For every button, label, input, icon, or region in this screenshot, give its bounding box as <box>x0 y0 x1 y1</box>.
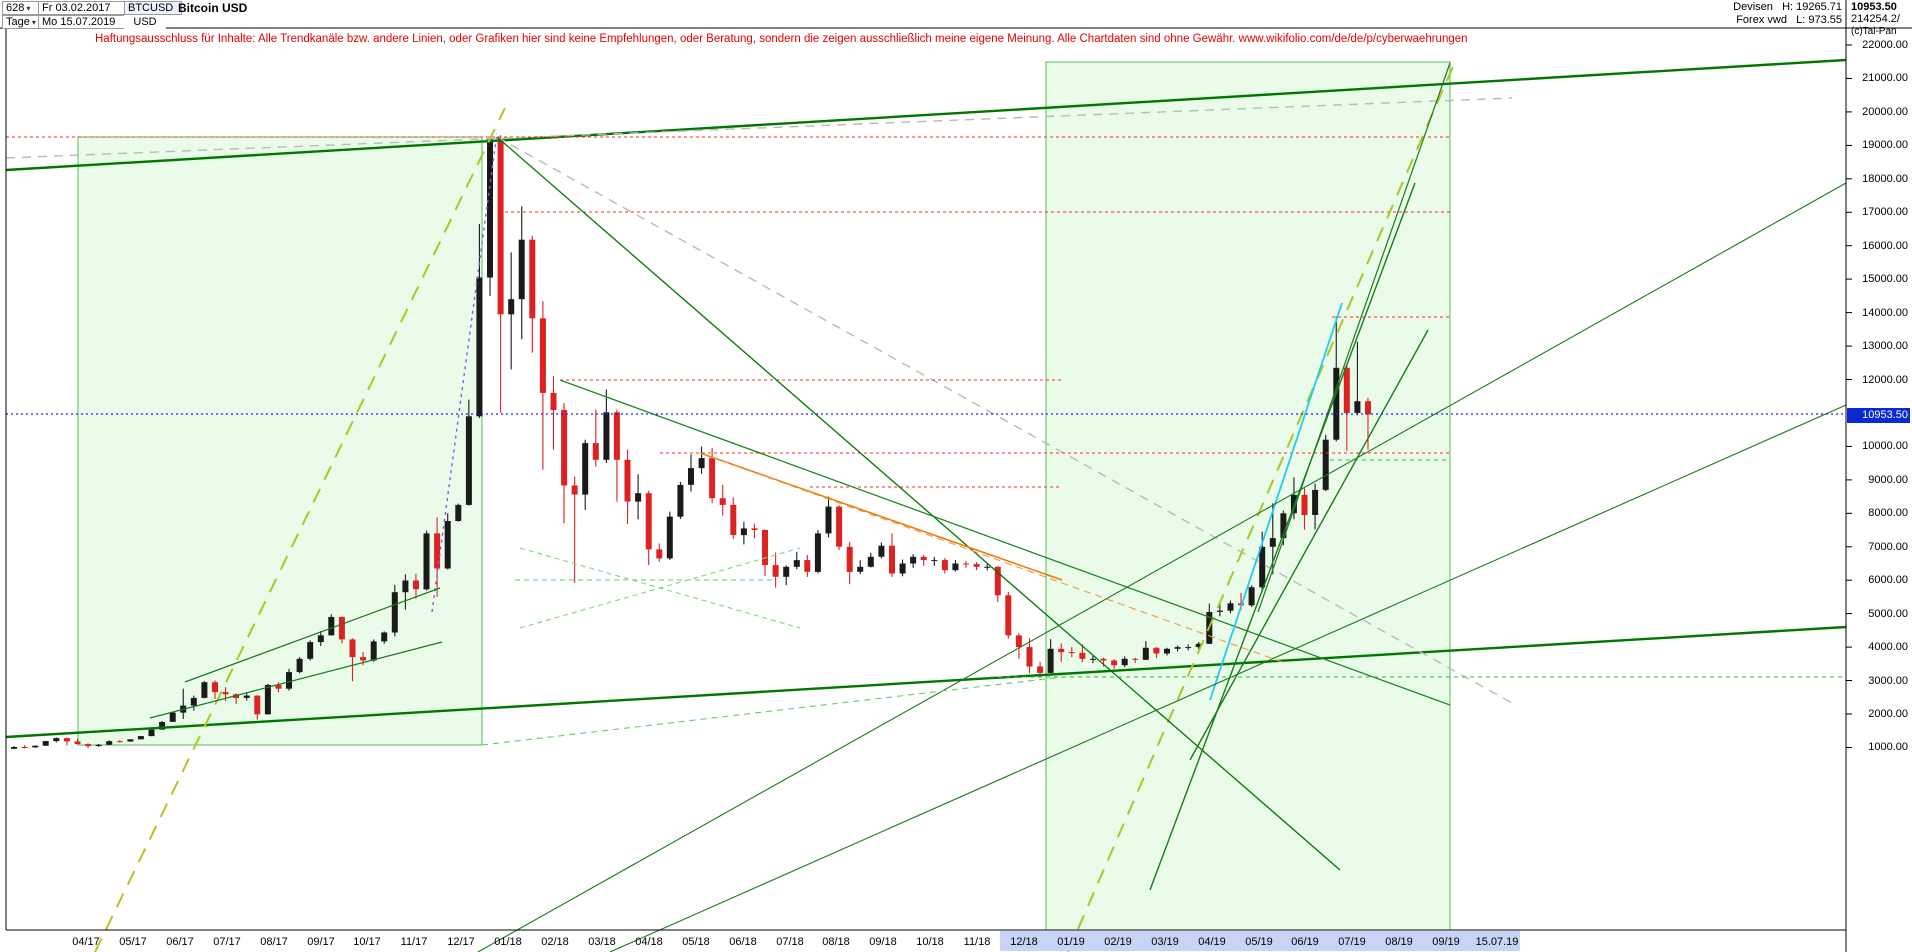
x-axis-label: 01/18 <box>494 936 522 948</box>
last-date-label: 15.07.19 <box>1475 936 1519 948</box>
price-axis-label: 12000.00 <box>1862 374 1908 386</box>
x-axis-label: 03/18 <box>588 936 616 948</box>
x-axis-label: 08/19 <box>1385 936 1413 948</box>
x-axis-label: 06/17 <box>166 936 194 948</box>
x-axis-label: 06/19 <box>1291 936 1319 948</box>
price-axis-label: 15000.00 <box>1862 273 1908 285</box>
disclaimer-text: Haftungsausschluss für Inhalte: Alle Tre… <box>95 33 1468 45</box>
source-label: Forex vwd <box>1736 14 1787 26</box>
dropdown-arrow-icon: ▾ <box>26 4 31 13</box>
high-value: H: 19265.71 <box>1782 1 1842 13</box>
start-date-value: Fr 03.02.2017 <box>42 2 111 14</box>
x-axis-label: 05/19 <box>1245 936 1273 948</box>
low-value: L: 973.55 <box>1796 14 1842 26</box>
x-axis-label: 06/18 <box>729 936 757 948</box>
last-price-value: 10953.50 <box>1851 1 1897 13</box>
price-axis-label: 2000.00 <box>1868 708 1908 720</box>
copyright-label: (c)Tai-Pan <box>1851 26 1897 37</box>
price-axis-label: 10000.00 <box>1862 440 1908 452</box>
x-axis-label: 01/19 <box>1057 936 1085 948</box>
bars-count-value: 628 <box>6 2 25 14</box>
bars-count-select[interactable]: 628 ▾ <box>2 1 40 15</box>
price-axis-label: 22000.00 <box>1862 39 1908 51</box>
x-axis-label: 04/18 <box>635 936 663 948</box>
x-axis-label: 10/17 <box>353 936 381 948</box>
price-axis-label: 13000.00 <box>1862 340 1908 352</box>
x-axis-label: 08/18 <box>822 936 850 948</box>
x-axis-label: 10/18 <box>916 936 944 948</box>
x-axis-label: 02/19 <box>1104 936 1132 948</box>
x-axis-label: 11/17 <box>400 936 428 948</box>
x-axis-highlight <box>1000 931 1520 951</box>
market-label: Devisen <box>1733 1 1773 13</box>
currency-field: USD <box>124 15 166 29</box>
x-axis-label: 09/18 <box>869 936 897 948</box>
x-axis-label: 07/17 <box>213 936 241 948</box>
end-date-value: Mo 15.07.2019 <box>42 16 116 28</box>
x-axis-label: 07/19 <box>1338 936 1366 948</box>
price-axis-label: 21000.00 <box>1862 72 1908 84</box>
price-axis-label: 14000.00 <box>1862 307 1908 319</box>
price-axis-label: 16000.00 <box>1862 240 1908 252</box>
period-value: Tage <box>6 16 30 28</box>
x-axis-label: 09/17 <box>307 936 335 948</box>
x-axis-label: 04/19 <box>1198 936 1226 948</box>
price-axis-label: 20000.00 <box>1862 106 1908 118</box>
price-axis-label: 9000.00 <box>1868 474 1908 486</box>
end-date-field[interactable]: Mo 15.07.2019 <box>38 15 130 29</box>
market-high-row: Devisen H: 19265.71 <box>1733 1 1842 13</box>
dropdown-arrow-icon: ▾ <box>31 18 36 27</box>
price-axis-label: 5000.00 <box>1868 608 1908 620</box>
x-axis-label: 12/17 <box>447 936 475 948</box>
volume-value: 214254.2/ <box>1851 13 1900 25</box>
price-axis-label: 4000.00 <box>1868 641 1908 653</box>
price-axis-label: 17000.00 <box>1862 206 1908 218</box>
start-date-field[interactable]: Fr 03.02.2017 <box>38 1 126 15</box>
price-axis-label: 3000.00 <box>1868 675 1908 687</box>
x-axis-label: 04/17 <box>72 936 100 948</box>
x-axis-label: 02/18 <box>541 936 569 948</box>
instrument-name: Bitcoin USD <box>178 1 248 15</box>
x-axis-label: 11/18 <box>963 936 991 948</box>
x-axis-label: 09/19 <box>1432 936 1460 948</box>
x-axis-label: 03/19 <box>1151 936 1179 948</box>
x-axis-label: 07/18 <box>776 936 804 948</box>
x-axis-label: 05/18 <box>682 936 710 948</box>
price-axis-label: 1000.00 <box>1868 741 1908 753</box>
x-axis-label: 12/18 <box>1010 936 1038 948</box>
x-axis-label: 05/17 <box>119 936 147 948</box>
currency-value: USD <box>133 16 157 28</box>
price-axis-label: 8000.00 <box>1868 507 1908 519</box>
price-axis-label: 7000.00 <box>1868 541 1908 553</box>
price-axis-label: 6000.00 <box>1868 574 1908 586</box>
symbol-value: BTCUSD <box>128 2 174 14</box>
price-axis-label: 19000.00 <box>1862 139 1908 151</box>
current-price-badge: 10953.50 <box>1847 408 1910 423</box>
symbol-field[interactable]: BTCUSD <box>124 1 182 15</box>
x-axis-label: 08/17 <box>260 936 288 948</box>
source-low-row: Forex vwd L: 973.55 <box>1736 14 1842 26</box>
price-axis-label: 18000.00 <box>1862 173 1908 185</box>
